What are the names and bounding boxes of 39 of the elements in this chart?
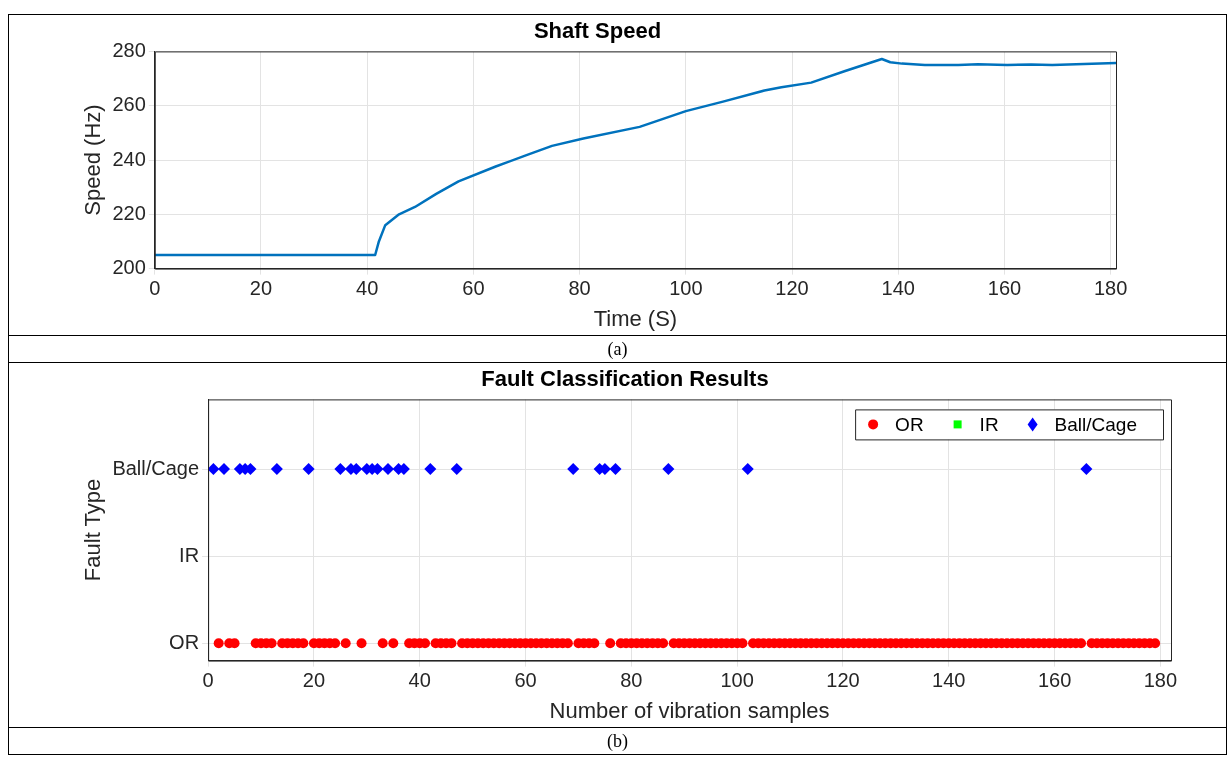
text: (a) [9,336,1226,363]
y-tick-label: OR [169,630,200,653]
x-tick-label: 180 [1143,669,1178,692]
y-axis-title: Speed (Hz) [80,104,106,216]
x-tick-label: 80 [620,669,643,692]
x-tick-label: 0 [202,669,214,692]
text: (b) [606,730,629,753]
legend-label: Ball/Cage [1054,413,1138,435]
x-tick-label: 100 [720,669,754,692]
legend-label: OR [895,413,924,435]
chart-title: Shaft Speed [533,18,662,44]
y-axis-title: Fault Type [80,478,106,582]
x-tick-label: 140 [932,669,966,692]
y-tick-label: Ball/Cage [112,456,200,479]
chart-title: Fault Classification Results [481,366,769,392]
x-axis-title: Number of vibration samples [549,697,830,723]
x-tick-label: 0 [149,277,161,300]
x-axis-title: Time (S) [593,305,678,331]
y-tick-label: IR [179,543,200,566]
y-tick-label: 220 [112,201,146,224]
x-tick-label: 100 [669,277,703,300]
y-tick-label: 280 [112,38,146,61]
x-tick-label: 40 [408,669,431,692]
x-tick-label: 120 [775,277,809,300]
y-tick-label: 260 [112,93,146,116]
x-tick-label: 120 [826,669,860,692]
y-tick-label: 240 [112,147,146,170]
x-tick-label: 60 [514,669,537,692]
legend-label: IR [979,413,999,435]
x-tick-label: 80 [568,277,591,300]
x-tick-label: 140 [881,277,915,300]
x-tick-label: 40 [356,277,379,300]
y-tick-label: 200 [112,256,146,279]
x-tick-label: 160 [1037,669,1072,692]
x-tick-label: 180 [1094,277,1128,300]
x-tick-label: 20 [302,669,326,692]
x-tick-label: 60 [462,277,485,300]
x-tick-label: 20 [249,277,273,300]
x-tick-label: 160 [987,277,1022,300]
